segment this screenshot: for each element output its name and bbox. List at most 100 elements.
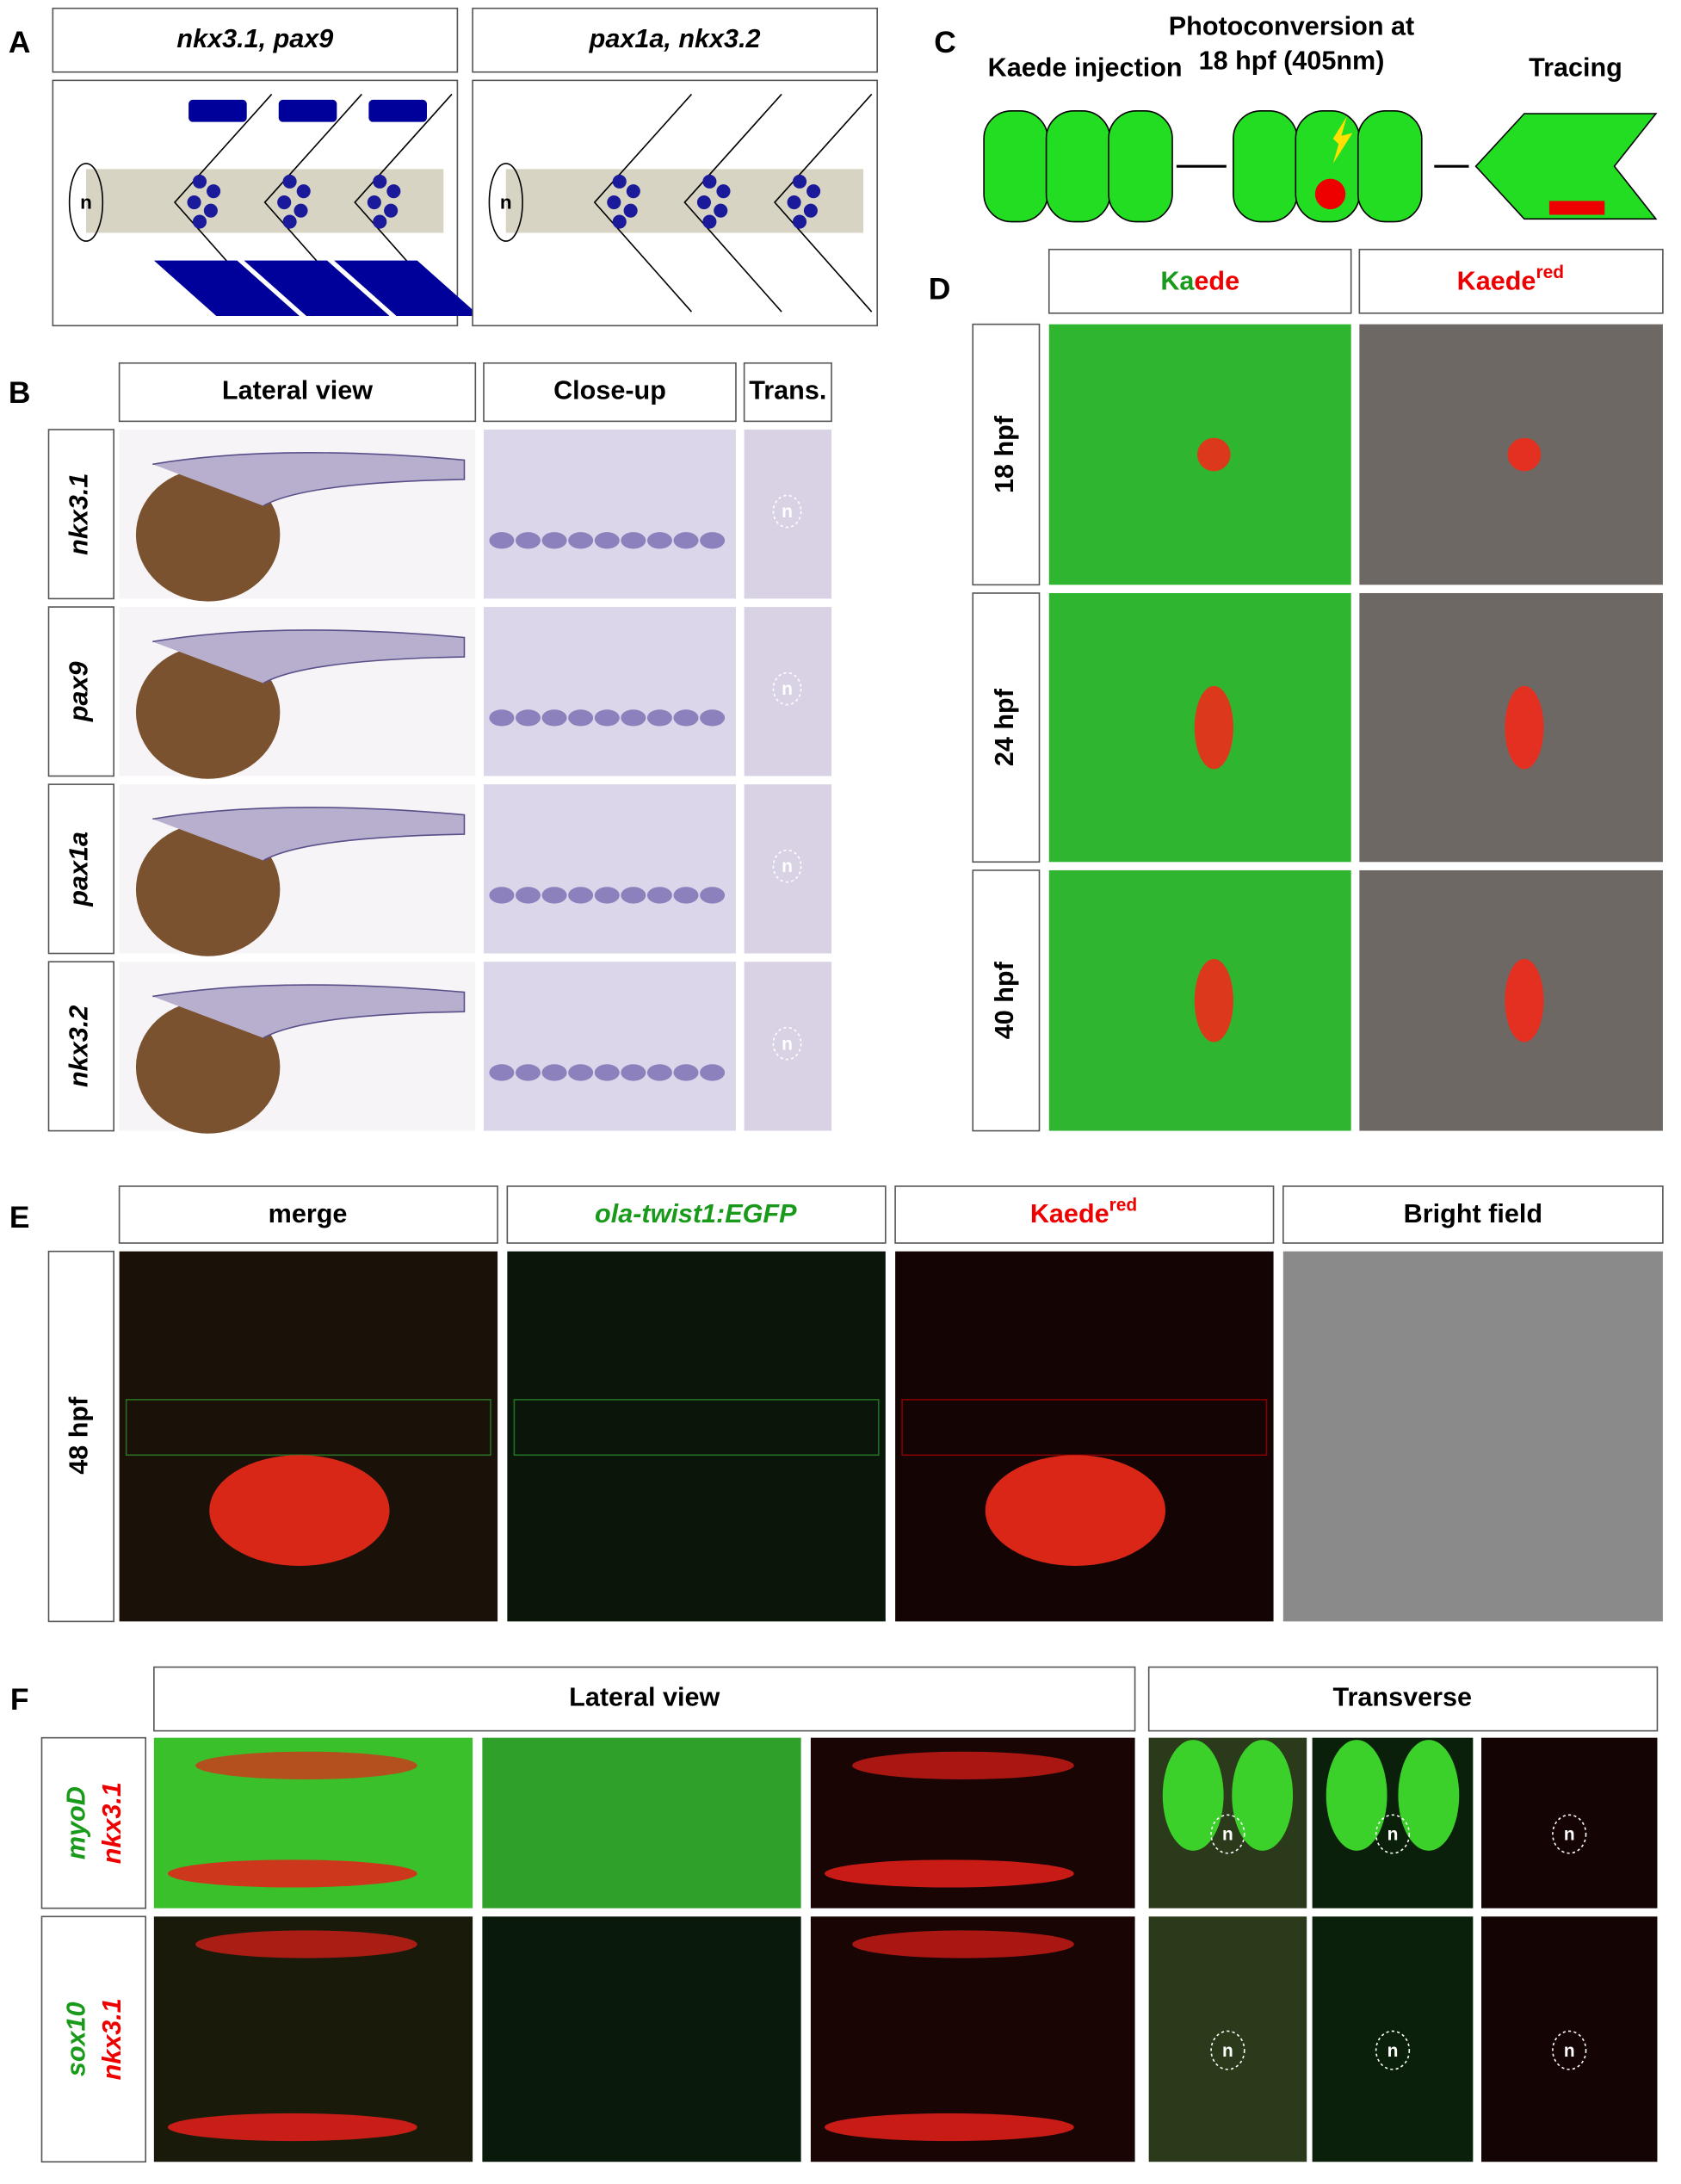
signal [673, 887, 699, 904]
panel-letter: C [934, 25, 956, 59]
signal [646, 1064, 672, 1081]
label: 40 hpf [990, 961, 1019, 1039]
signal [203, 203, 218, 218]
signal [621, 1064, 646, 1081]
signal [541, 887, 567, 904]
sclerotome [278, 99, 337, 122]
lightning [1332, 116, 1353, 164]
label: merge [269, 1199, 348, 1228]
micrograph [1481, 1916, 1658, 2162]
label: 18 hpf [990, 415, 1019, 493]
notochord-band [505, 169, 864, 233]
panel-box [894, 1185, 1275, 1244]
signal [135, 1000, 281, 1134]
label: Tracing [1529, 53, 1622, 83]
signal [646, 532, 672, 549]
notochord-outline [1375, 1814, 1411, 1854]
signal [594, 887, 620, 904]
micrograph [744, 607, 832, 776]
notochord-outline [1375, 2030, 1411, 2070]
signal [516, 1064, 541, 1081]
micrograph [895, 1251, 1274, 1622]
signal [852, 1751, 1074, 1779]
signal [1194, 958, 1233, 1043]
panel-letter: A [9, 25, 31, 59]
signal [621, 709, 646, 727]
label: nkx3.1 [65, 473, 94, 555]
notochord-label: n [1222, 2041, 1233, 2061]
sclerotome [153, 260, 300, 317]
signal [568, 709, 594, 727]
signal [135, 646, 281, 779]
signal [702, 174, 717, 189]
signal [852, 1930, 1074, 1958]
micrograph [483, 607, 736, 776]
signal [568, 887, 594, 904]
label: Bright field [1404, 1199, 1542, 1228]
panel-box [153, 1666, 1136, 1732]
panel-box [1048, 248, 1352, 314]
notochord-label: n [782, 502, 793, 522]
signal [607, 195, 621, 210]
label: Kaede injection [988, 53, 1183, 83]
signal [489, 532, 515, 549]
signal [673, 1064, 699, 1081]
micrograph [1312, 1916, 1474, 2162]
label: Transverse [1333, 1683, 1473, 1712]
sclerotome [188, 99, 247, 122]
vertebral-stripe [901, 1399, 1268, 1457]
header: Kaedered [1030, 1195, 1137, 1228]
signal [985, 1455, 1165, 1567]
notochord-outline [1552, 1814, 1587, 1854]
label-part: red [1536, 263, 1564, 282]
traced-somites [1474, 113, 1658, 220]
signal [1505, 958, 1544, 1043]
signal [1162, 1740, 1224, 1851]
panel-box [972, 592, 1041, 863]
signal [282, 174, 297, 189]
sclerotome [368, 99, 427, 122]
signal [516, 887, 541, 904]
label: Lateral view [222, 376, 373, 405]
signal [807, 184, 821, 199]
label: Trans. [749, 376, 826, 405]
panel-letter: E [9, 1200, 30, 1234]
panel-letter: F [10, 1682, 29, 1717]
embryo-trunk [152, 807, 466, 862]
signal [646, 709, 672, 727]
panel-box [472, 7, 878, 73]
signal [516, 709, 541, 727]
signal [673, 709, 699, 727]
signal [626, 184, 640, 199]
signal [386, 184, 401, 199]
somite [1108, 109, 1173, 223]
signal [541, 709, 567, 727]
signal [489, 887, 515, 904]
panel-box [47, 429, 114, 600]
signal [294, 203, 308, 218]
signal [568, 1064, 594, 1081]
panel-box [1282, 1185, 1664, 1244]
micrograph [1282, 1251, 1663, 1622]
header: Kaede [1160, 266, 1239, 295]
signal [187, 195, 201, 210]
label: sox10 [61, 2001, 90, 2076]
panel-box [40, 1736, 147, 1909]
sclerotome [244, 260, 390, 317]
signal [696, 195, 711, 210]
notochord-outline [772, 849, 802, 883]
panel-box [118, 362, 477, 423]
signal [384, 203, 399, 218]
somite-boundary [773, 93, 873, 312]
signal [1507, 437, 1542, 472]
panel-box [52, 7, 459, 73]
signal [373, 174, 387, 189]
signal [192, 214, 207, 229]
label: nkx3.2 [65, 1005, 94, 1087]
signal [803, 203, 818, 218]
somite [1357, 109, 1423, 223]
somite [983, 109, 1048, 223]
signal [489, 709, 515, 727]
label-part: Ka [1160, 266, 1195, 295]
label: n [80, 192, 92, 213]
